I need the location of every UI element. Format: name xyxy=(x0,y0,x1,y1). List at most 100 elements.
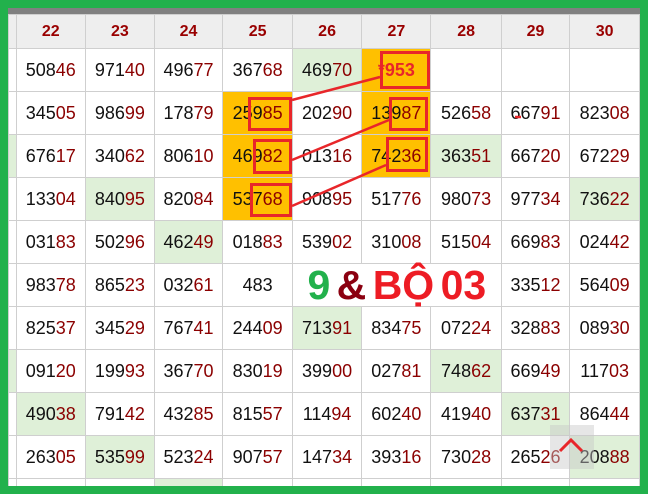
cell-value: 01883 xyxy=(232,231,283,252)
cell-value: 90895 xyxy=(302,188,353,209)
connector-line xyxy=(291,163,387,208)
result-cell: 98073 xyxy=(430,177,502,221)
cell-value-tail: 57 xyxy=(262,403,283,424)
table-row xyxy=(8,478,640,486)
table-row: 13304 84095 82084 53768 90895 51776 98073 97734… xyxy=(8,177,640,221)
cell-value-tail: 90 xyxy=(332,102,353,123)
result-cell: 53599 xyxy=(85,435,155,479)
scroll-top-button[interactable] xyxy=(550,425,594,469)
header-cell-29: 29 xyxy=(500,14,571,49)
result-cell: 20888 xyxy=(569,435,640,479)
cell-value: 82308 xyxy=(579,102,630,123)
cell-value: 66983 xyxy=(510,231,561,252)
cell-value-tail: 68 xyxy=(262,59,283,80)
cell-value-tail: 58 xyxy=(471,102,492,123)
cell-value-tail: 26 xyxy=(540,446,561,467)
result-cell: 66983 xyxy=(500,220,571,264)
result-cell: 49677 xyxy=(153,48,224,92)
cell-value-tail: 37 xyxy=(55,317,76,338)
cell-value-tail: 57 xyxy=(262,446,283,467)
table-row: 98378 86523 03261 483 9 & BỘ 03 33512 56409 xyxy=(8,262,640,308)
cell-value-tail: 04 xyxy=(471,231,492,252)
cell-value-tail: 08 xyxy=(401,231,422,252)
connector-line xyxy=(291,75,381,102)
table-row: 09120 19993 36770 83019 39900 02781 74862 66949… xyxy=(8,349,640,393)
cell-value-tail: 68 xyxy=(262,188,283,209)
highlight-box xyxy=(386,137,428,172)
highlight-box xyxy=(248,97,292,131)
result-cell: 90757 xyxy=(222,435,293,479)
cell-value: 53768 xyxy=(232,188,283,209)
result-cell: 82308 xyxy=(569,91,640,135)
cell-value: 79142 xyxy=(94,403,145,424)
cell-value: 07224 xyxy=(441,317,492,338)
cell-value-tail: 83 xyxy=(262,231,283,252)
cell-value: 03261 xyxy=(163,274,214,295)
result-cell: 50846 xyxy=(15,48,87,92)
cell-value-tail: 08 xyxy=(609,102,630,123)
cell-value: 98378 xyxy=(25,274,76,295)
result-cell: 63731 xyxy=(500,392,571,436)
result-cell: 73622 xyxy=(569,177,640,221)
highlight-box xyxy=(380,51,430,89)
result-cell: 483 xyxy=(222,263,293,307)
result-cell: 66720 xyxy=(500,134,571,178)
cell-value-tail: 40 xyxy=(401,403,422,424)
cell-value-tail: 76 xyxy=(401,188,422,209)
result-cell: 02781 xyxy=(361,349,432,393)
cell-value: 14734 xyxy=(302,446,353,467)
cell-value: 86523 xyxy=(94,274,145,295)
highlight-box xyxy=(250,183,292,217)
cell-value: 34529 xyxy=(94,317,145,338)
cell-value-tail: 00 xyxy=(332,360,353,381)
overlay-set: BỘ 03 xyxy=(372,262,487,308)
chevron-up-icon xyxy=(558,437,584,453)
result-cell: 53902 xyxy=(291,220,363,264)
cell-value: 82537 xyxy=(25,317,76,338)
cell-value-tail: 22 xyxy=(609,188,630,209)
cell-value: 13304 xyxy=(25,188,76,209)
cell-value: 25985 xyxy=(232,102,283,123)
cell-value-tail: 03 xyxy=(609,360,630,381)
result-cell: 51776 xyxy=(361,177,432,221)
cell-value-tail: 87 xyxy=(401,102,422,123)
cell-value-tail: 99 xyxy=(124,446,145,467)
table-row: 03183 50296 46249 01883 53902 31008 51504 66983… xyxy=(8,220,640,264)
cell-value: 31008 xyxy=(371,231,422,252)
cell-value-tail: 04 xyxy=(55,188,76,209)
cell-value: 50296 xyxy=(94,231,145,252)
result-cell xyxy=(291,478,363,486)
result-cell: 20290 xyxy=(291,91,363,135)
result-cell: 34505 xyxy=(15,91,87,135)
result-cell: 66949 xyxy=(500,349,571,393)
cell-value-tail: 19 xyxy=(262,360,283,381)
result-cell xyxy=(569,48,640,92)
result-cell: *953 xyxy=(361,48,432,92)
cell-value-tail: 31 xyxy=(540,403,561,424)
cell-value-tail: 09 xyxy=(609,274,630,295)
overlay-ampersand: & xyxy=(336,262,367,308)
result-cell xyxy=(361,478,432,486)
result-cell: 41940 xyxy=(430,392,502,436)
cell-value-tail: 12 xyxy=(540,274,561,295)
result-cell: 81557 xyxy=(222,392,293,436)
cell-value-tail: 29 xyxy=(124,317,145,338)
cell-value: 11703 xyxy=(580,360,630,381)
cell-value: 82084 xyxy=(163,188,214,209)
table-row: 82537 34529 76741 24409 71391 83475 07224 32883… xyxy=(8,306,640,350)
cell-value-tail: 05 xyxy=(55,446,76,467)
table-top-bar xyxy=(8,8,640,14)
connector-line xyxy=(291,118,390,162)
result-cell: 74862 xyxy=(430,349,502,393)
result-cell: 79142 xyxy=(85,392,155,436)
header-cell-26: 26 xyxy=(291,14,363,49)
cell-value-tail: 28 xyxy=(471,446,492,467)
cell-value: 63731 xyxy=(510,403,561,424)
cell-value: 34062 xyxy=(94,145,145,166)
cell-value-tail: 62 xyxy=(471,360,492,381)
cell-value: 08930 xyxy=(579,317,630,338)
result-cell: 32883 xyxy=(500,306,571,350)
cell-value-tail: 34 xyxy=(540,188,561,209)
cell-value-tail: 17 xyxy=(55,145,76,166)
cell-value-tail: 41 xyxy=(193,317,214,338)
